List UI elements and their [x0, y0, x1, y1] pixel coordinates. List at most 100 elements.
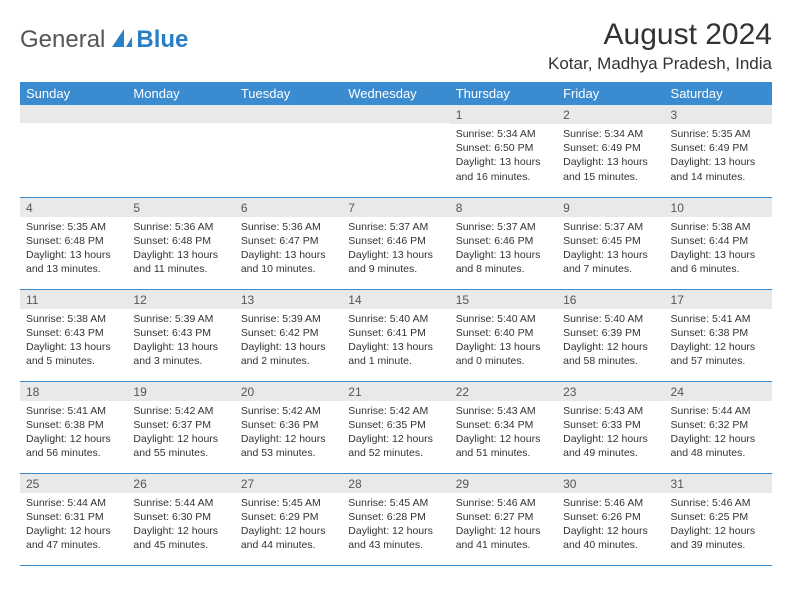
daylight-text: Daylight: 12 hours and 40 minutes. — [563, 524, 658, 552]
daylight-text: Daylight: 12 hours and 56 minutes. — [26, 432, 121, 460]
sunrise-text: Sunrise: 5:43 AM — [563, 404, 658, 418]
daylight-text: Daylight: 13 hours and 1 minute. — [348, 340, 443, 368]
daylight-text: Daylight: 13 hours and 16 minutes. — [456, 155, 551, 183]
day-data: Sunrise: 5:35 AMSunset: 6:48 PMDaylight:… — [20, 217, 127, 281]
header: General Blue August 2024 Kotar, Madhya P… — [20, 18, 772, 74]
logo-text-blue: Blue — [136, 26, 188, 54]
sunrise-text: Sunrise: 5:40 AM — [348, 312, 443, 326]
day-number: 21 — [342, 382, 449, 401]
calendar-day-cell: 14 Sunrise: 5:40 AMSunset: 6:41 PMDayligh… — [342, 289, 449, 381]
day-number: 31 — [665, 474, 772, 493]
sunrise-text: Sunrise: 5:35 AM — [671, 127, 766, 141]
daylight-text: Daylight: 13 hours and 2 minutes. — [241, 340, 336, 368]
day-number: 14 — [342, 290, 449, 309]
sunrise-text: Sunrise: 5:36 AM — [133, 220, 228, 234]
day-number-empty — [235, 105, 342, 123]
daylight-text: Daylight: 12 hours and 58 minutes. — [563, 340, 658, 368]
sunset-text: Sunset: 6:30 PM — [133, 510, 228, 524]
day-data: Sunrise: 5:35 AMSunset: 6:49 PMDaylight:… — [665, 124, 772, 188]
daylight-text: Daylight: 12 hours and 55 minutes. — [133, 432, 228, 460]
day-number: 1 — [450, 105, 557, 124]
logo-sail-icon — [110, 27, 134, 54]
sunset-text: Sunset: 6:46 PM — [348, 234, 443, 248]
day-data: Sunrise: 5:46 AMSunset: 6:25 PMDaylight:… — [665, 493, 772, 557]
day-data: Sunrise: 5:38 AMSunset: 6:43 PMDaylight:… — [20, 309, 127, 373]
calendar-day-cell: 12Sunrise: 5:39 AMSunset: 6:43 PMDayligh… — [127, 289, 234, 381]
sunrise-text: Sunrise: 5:43 AM — [456, 404, 551, 418]
logo: General Blue — [20, 26, 188, 54]
daylight-text: Daylight: 13 hours and 8 minutes. — [456, 248, 551, 276]
sunset-text: Sunset: 6:38 PM — [26, 418, 121, 432]
sunrise-text: Sunrise: 5:45 AM — [241, 496, 336, 510]
calendar-day-cell: 27Sunrise: 5:45 AMSunset: 6:29 PMDayligh… — [235, 473, 342, 565]
day-number: 12 — [127, 290, 234, 309]
sunrise-text: Sunrise: 5:41 AM — [671, 312, 766, 326]
sunrise-text: Sunrise: 5:41 AM — [26, 404, 121, 418]
calendar-day-cell: 13Sunrise: 5:39 AMSunset: 6:42 PMDayligh… — [235, 289, 342, 381]
day-data: Sunrise: 5:36 AMSunset: 6:48 PMDaylight:… — [127, 217, 234, 281]
day-number: 25 — [20, 474, 127, 493]
weekday-header-row: Sunday Monday Tuesday Wednesday Thursday… — [20, 82, 772, 105]
day-data: Sunrise: 5:40 AMSunset: 6:40 PMDaylight:… — [450, 309, 557, 373]
day-number: 10 — [665, 198, 772, 217]
sunrise-text: Sunrise: 5:35 AM — [26, 220, 121, 234]
calendar-week-row: 4Sunrise: 5:35 AMSunset: 6:48 PMDaylight… — [20, 197, 772, 289]
daylight-text: Daylight: 12 hours and 52 minutes. — [348, 432, 443, 460]
day-number: 5 — [127, 198, 234, 217]
sunset-text: Sunset: 6:49 PM — [671, 141, 766, 155]
calendar-body: 1Sunrise: 5:34 AMSunset: 6:50 PMDaylight… — [20, 105, 772, 565]
sunrise-text: Sunrise: 5:42 AM — [133, 404, 228, 418]
sunset-text: Sunset: 6:43 PM — [133, 326, 228, 340]
sunset-text: Sunset: 6:25 PM — [671, 510, 766, 524]
daylight-text: Daylight: 13 hours and 10 minutes. — [241, 248, 336, 276]
calendar-day-cell — [20, 105, 127, 197]
day-number: 29 — [450, 474, 557, 493]
day-data: Sunrise: 5:42 AMSunset: 6:35 PMDaylight:… — [342, 401, 449, 465]
day-data: Sunrise: 5:39 AMSunset: 6:43 PMDaylight:… — [127, 309, 234, 373]
sunset-text: Sunset: 6:41 PM — [348, 326, 443, 340]
day-number-empty — [127, 105, 234, 123]
day-number: 4 — [20, 198, 127, 217]
calendar-week-row: 1Sunrise: 5:34 AMSunset: 6:50 PMDaylight… — [20, 105, 772, 197]
daylight-text: Daylight: 12 hours and 44 minutes. — [241, 524, 336, 552]
calendar-day-cell: 16Sunrise: 5:40 AMSunset: 6:39 PMDayligh… — [557, 289, 664, 381]
calendar-day-cell — [127, 105, 234, 197]
day-number: 6 — [235, 198, 342, 217]
sunset-text: Sunset: 6:48 PM — [26, 234, 121, 248]
sunrise-text: Sunrise: 5:39 AM — [133, 312, 228, 326]
daylight-text: Daylight: 13 hours and 6 minutes. — [671, 248, 766, 276]
day-number: 13 — [235, 290, 342, 309]
daylight-text: Daylight: 12 hours and 51 minutes. — [456, 432, 551, 460]
calendar-day-cell: 21Sunrise: 5:42 AMSunset: 6:35 PMDayligh… — [342, 381, 449, 473]
calendar-day-cell: 22Sunrise: 5:43 AMSunset: 6:34 PMDayligh… — [450, 381, 557, 473]
sunset-text: Sunset: 6:33 PM — [563, 418, 658, 432]
day-data: Sunrise: 5:44 AMSunset: 6:31 PMDaylight:… — [20, 493, 127, 557]
weekday-header: Wednesday — [342, 82, 449, 105]
daylight-text: Daylight: 13 hours and 3 minutes. — [133, 340, 228, 368]
day-number: 23 — [557, 382, 664, 401]
day-number-empty — [342, 105, 449, 123]
day-data: Sunrise: 5:46 AMSunset: 6:27 PMDaylight:… — [450, 493, 557, 557]
sunrise-text: Sunrise: 5:44 AM — [26, 496, 121, 510]
sunset-text: Sunset: 6:35 PM — [348, 418, 443, 432]
calendar-day-cell: 28Sunrise: 5:45 AMSunset: 6:28 PMDayligh… — [342, 473, 449, 565]
calendar-day-cell — [342, 105, 449, 197]
day-data: Sunrise: 5:40 AMSunset: 6:39 PMDaylight:… — [557, 309, 664, 373]
daylight-text: Daylight: 13 hours and 15 minutes. — [563, 155, 658, 183]
calendar-week-row: 25Sunrise: 5:44 AMSunset: 6:31 PMDayligh… — [20, 473, 772, 565]
daylight-text: Daylight: 13 hours and 14 minutes. — [671, 155, 766, 183]
sunset-text: Sunset: 6:47 PM — [241, 234, 336, 248]
calendar-day-cell: 18 Sunrise: 5:41 AMSunset: 6:38 PMDayligh… — [20, 381, 127, 473]
sunset-text: Sunset: 6:43 PM — [26, 326, 121, 340]
title-block: August 2024 Kotar, Madhya Pradesh, India — [548, 18, 772, 74]
daylight-text: Daylight: 13 hours and 7 minutes. — [563, 248, 658, 276]
day-number-empty — [20, 105, 127, 123]
day-data: Sunrise: 5:36 AMSunset: 6:47 PMDaylight:… — [235, 217, 342, 281]
sunrise-text: Sunrise: 5:39 AM — [241, 312, 336, 326]
weekday-header: Saturday — [665, 82, 772, 105]
day-number: 18 — [20, 382, 127, 401]
day-number: 9 — [557, 198, 664, 217]
weekday-header: Thursday — [450, 82, 557, 105]
sunset-text: Sunset: 6:45 PM — [563, 234, 658, 248]
sunrise-text: Sunrise: 5:34 AM — [563, 127, 658, 141]
